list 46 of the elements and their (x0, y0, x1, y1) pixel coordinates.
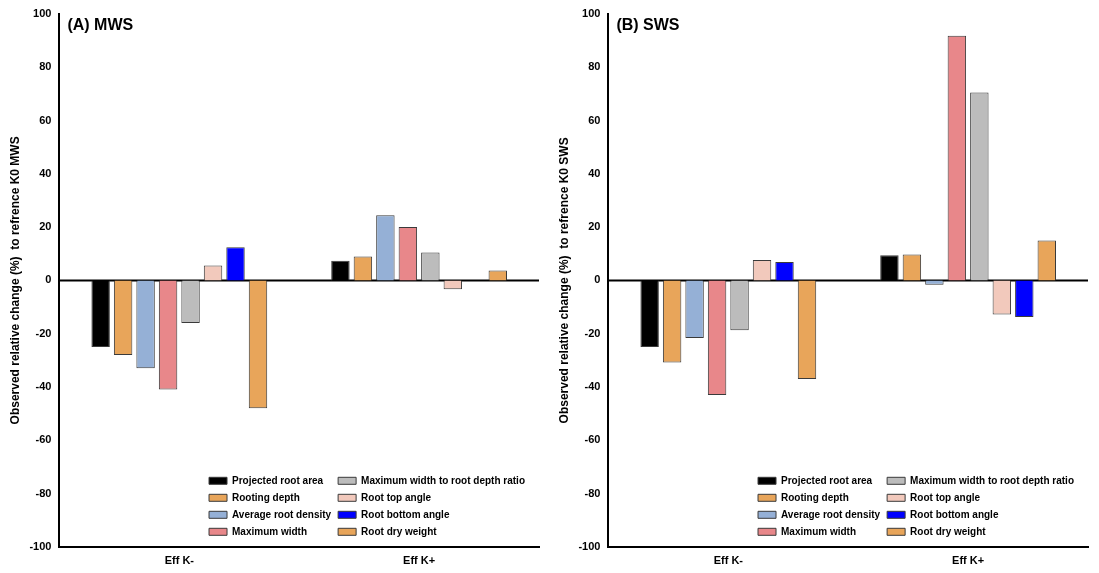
legend-label: Rooting depth (232, 491, 300, 503)
y-tick-label: 40 (39, 166, 52, 179)
legend-label: Root dry weight (361, 525, 438, 537)
y-tick-label: -20 (35, 326, 52, 339)
x-tick-label: Eff K- (713, 554, 744, 567)
x-tick-label: Eff K+ (952, 554, 985, 567)
legend-label: Projected root area (232, 474, 324, 486)
x-tick-label: Eff K+ (403, 554, 436, 567)
y-tick-label: -80 (35, 486, 52, 499)
y-tick-label: 40 (588, 166, 601, 179)
y-tick-label: -20 (584, 326, 601, 339)
legend-label: Maximum width (232, 525, 308, 537)
legend-label: Average root density (232, 508, 332, 520)
legend-label: Projected root area (781, 474, 873, 486)
x-tick-label: Eff K- (164, 554, 195, 567)
legend-label: Root bottom angle (361, 508, 450, 520)
legend-label: Maximum width to root depth ratio (910, 474, 1075, 486)
y-tick-label: 80 (588, 60, 601, 73)
y-tick-label: 100 (33, 7, 52, 20)
legend-label: Root bottom angle (910, 508, 999, 520)
y-tick-label: -60 (584, 433, 601, 446)
y-tick-label: 100 (582, 7, 601, 20)
legend-label: Root dry weight (910, 525, 987, 537)
y-tick-label: -40 (35, 379, 52, 392)
y-tick-label: -100 (29, 539, 52, 552)
legend-label: Root top angle (361, 491, 432, 503)
legend-label: Maximum width to root depth ratio (361, 474, 526, 486)
y-tick-label: -100 (578, 539, 601, 552)
legend-label: Rooting depth (781, 491, 849, 503)
y-tick-label: 60 (39, 113, 52, 126)
legend-label: Average root density (781, 508, 881, 520)
chart-title: (A) MWS (67, 16, 134, 34)
y-tick-label: -60 (35, 433, 52, 446)
y-tick-label: -40 (584, 379, 601, 392)
legend-label: Root top angle (910, 491, 981, 503)
y-tick-label: 0 (45, 273, 52, 286)
y-tick-label: -80 (584, 486, 601, 499)
chart-title: (B) SWS (616, 16, 680, 34)
y-tick-label: 60 (588, 113, 601, 126)
legend-label: Maximum width (781, 525, 857, 537)
y-tick-label: 80 (39, 60, 52, 73)
y-tick-label: 20 (588, 220, 601, 233)
y-axis-title: Observed relative change (%) to refrence K0 MWS (7, 136, 22, 425)
y-axis-title: Observed relative change (%) to refrence K0 SWS (556, 137, 571, 424)
y-tick-label: 20 (39, 220, 52, 233)
y-tick-label: 0 (594, 273, 601, 286)
